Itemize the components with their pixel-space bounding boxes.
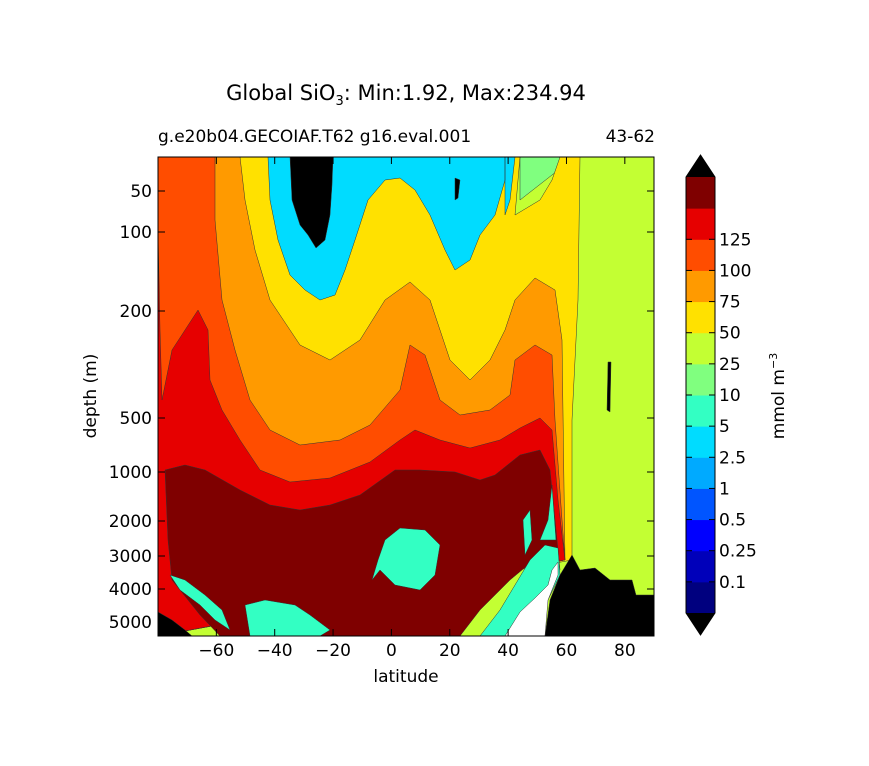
colorbar-tick-label: 2.5 bbox=[719, 448, 746, 468]
y-axis: 50 100 200 500 1000 2000 3000 4000 5000 bbox=[109, 182, 654, 633]
contour-field bbox=[158, 157, 654, 636]
colorbar-tick-label: 75 bbox=[719, 293, 741, 313]
colorbar-segment bbox=[686, 426, 715, 458]
colorbar-tick-label: 25 bbox=[719, 355, 741, 375]
colorbar-extend-bottom bbox=[686, 613, 715, 635]
colorbar-tick-label: 0.1 bbox=[719, 573, 746, 593]
y-tick-label: 5000 bbox=[109, 613, 152, 633]
colorbar-segment bbox=[686, 457, 715, 489]
x-tick-label: −20 bbox=[315, 641, 351, 661]
chart-title: Global SiO3: Min:1.92, Max:234.94 bbox=[226, 81, 586, 109]
contour-region bbox=[606, 361, 612, 413]
chart-subtitle-left: g.e20b04.GECOIAF.T62 g16.eval.001 bbox=[158, 127, 471, 147]
x-tick-label: −40 bbox=[257, 641, 293, 661]
contour-region bbox=[289, 157, 461, 249]
x-tick-label: 60 bbox=[556, 641, 578, 661]
contour-region bbox=[504, 561, 559, 636]
colorbar-tick-label: 0.25 bbox=[719, 542, 757, 562]
x-tick-label: 80 bbox=[614, 641, 636, 661]
y-tick-label: 2000 bbox=[109, 512, 152, 532]
colorbar-tick-label: 5 bbox=[719, 417, 730, 437]
plot-frame bbox=[157, 156, 655, 637]
y-tick-label: 100 bbox=[120, 223, 152, 243]
colorbar-segment bbox=[686, 208, 715, 240]
x-axis-label: latitude bbox=[373, 667, 438, 687]
y-tick-label: 1000 bbox=[109, 463, 152, 483]
colorbar-segment bbox=[686, 332, 715, 365]
colorbar-label: mmol m−3 bbox=[767, 353, 789, 439]
colorbar-outline bbox=[685, 154, 716, 636]
colorbar-segment bbox=[686, 363, 715, 396]
y-tick-label: 200 bbox=[120, 302, 152, 322]
contour-region bbox=[158, 554, 654, 636]
x-tick-label: −60 bbox=[198, 641, 234, 661]
colorbar-tick-label: 100 bbox=[719, 261, 751, 281]
colorbar-tick-label: 0.5 bbox=[719, 511, 746, 531]
y-tick-label: 4000 bbox=[109, 580, 152, 600]
colorbar-segment bbox=[686, 519, 715, 552]
colorbar-segment bbox=[686, 395, 715, 427]
y-tick-label: 3000 bbox=[109, 547, 152, 567]
colorbar-tick-label: 50 bbox=[719, 324, 741, 344]
colorbar-tick-label: 1 bbox=[719, 479, 730, 499]
colorbar: 0.1 0.25 0.5 1 2.5 5 10 25 50 75 100 125 bbox=[685, 154, 757, 636]
colorbar-segment bbox=[686, 550, 715, 583]
y-axis-label: depth (m) bbox=[81, 354, 101, 439]
colorbar-segment bbox=[686, 301, 715, 334]
contour-region bbox=[164, 449, 561, 636]
x-tick-label: 40 bbox=[497, 641, 519, 661]
x-axis: −60 −40 −20 0 20 40 60 80 bbox=[198, 157, 636, 661]
colorbar-extend-top bbox=[686, 155, 715, 177]
colorbar-segment bbox=[686, 239, 715, 271]
colorbar-tick-label: 125 bbox=[719, 230, 751, 250]
colorbar-segment bbox=[686, 177, 715, 209]
y-tick-label: 50 bbox=[130, 182, 152, 202]
colorbar-segment bbox=[686, 488, 715, 521]
y-tick-label: 500 bbox=[120, 409, 152, 429]
colorbar-tick-label: 10 bbox=[719, 386, 741, 406]
chart-subtitle-right: 43-62 bbox=[606, 127, 655, 147]
colorbar-segment bbox=[686, 581, 715, 614]
x-tick-label: 20 bbox=[439, 641, 461, 661]
colorbar-segment bbox=[686, 270, 715, 303]
x-tick-label: 0 bbox=[386, 641, 397, 661]
